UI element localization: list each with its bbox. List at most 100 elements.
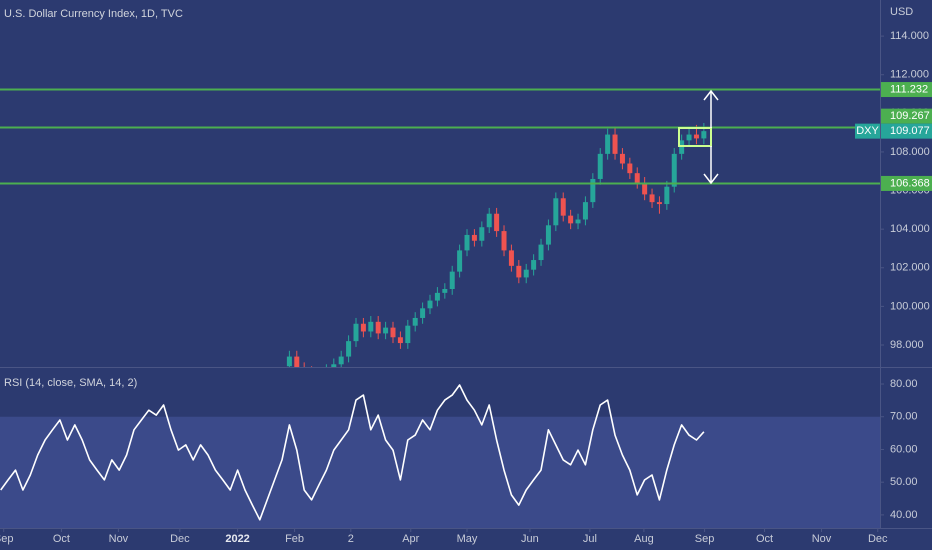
y-tick-label: 50.00 <box>890 476 918 488</box>
candle-body <box>368 321 374 332</box>
candle-body <box>346 341 352 357</box>
candle-body <box>560 198 566 216</box>
rsi-line <box>0 384 705 521</box>
candle-body <box>479 227 485 241</box>
candle-body <box>568 215 574 224</box>
y-tick-label: 60.00 <box>890 443 918 455</box>
candle-body <box>331 364 337 367</box>
x-tick-label: Sep <box>695 533 715 545</box>
level-label-box <box>881 82 932 98</box>
candle-body <box>671 153 677 187</box>
symbol-tag: DXY <box>856 125 879 137</box>
x-tick-label: Apr <box>402 533 419 545</box>
x-tick-label: May <box>457 533 478 545</box>
level-label: 106.368 <box>890 177 930 189</box>
candle-body <box>457 250 463 272</box>
x-tick-label: Oct <box>756 533 773 545</box>
candle-body <box>605 134 611 154</box>
y-tick-label: 102.000 <box>890 262 930 274</box>
candle-body <box>634 173 640 183</box>
price-pane <box>0 88 880 367</box>
x-tick-label: 2 <box>348 533 354 545</box>
axes: 98.000100.000102.000104.000106.000108.00… <box>0 30 932 545</box>
x-tick-label: Oct <box>53 533 70 545</box>
candle-body <box>405 325 411 344</box>
candle-body <box>412 317 418 326</box>
arrow-head <box>703 89 719 101</box>
candle-body <box>531 260 537 270</box>
x-tick-label: 2022 <box>225 533 249 545</box>
last-price-label: 109.077 <box>890 125 930 137</box>
candle-body <box>582 202 588 220</box>
candle-body <box>464 234 470 251</box>
candle-body <box>545 225 551 245</box>
currency-label: USD <box>890 6 913 18</box>
candle-body <box>390 327 396 338</box>
candle-body <box>286 356 292 367</box>
x-tick-label: Feb <box>285 533 304 545</box>
x-tick-label: Nov <box>812 533 832 545</box>
candle-body <box>338 356 344 365</box>
y-tick-label: 80.00 <box>890 378 918 390</box>
candle-body <box>508 250 514 266</box>
candle-body <box>434 292 440 301</box>
candle-body <box>360 323 366 332</box>
y-tick-label: 112.000 <box>890 69 929 81</box>
y-tick-label: 100.000 <box>890 300 930 312</box>
candle-body <box>442 289 448 293</box>
candle-body <box>597 153 603 179</box>
candle-body <box>575 219 581 224</box>
x-tick-label: Aug <box>634 533 654 545</box>
candle-body <box>383 327 389 334</box>
candle-body <box>494 213 500 232</box>
candle-body <box>397 337 403 344</box>
level-label: 111.232 <box>890 83 928 95</box>
candle-body <box>449 271 455 290</box>
candle-body <box>538 244 544 261</box>
candle-body <box>516 265 522 278</box>
candle-body <box>627 163 633 174</box>
last-price-label-box <box>881 123 932 139</box>
level-label-box <box>881 175 932 191</box>
level-label-box <box>881 108 932 124</box>
range-box <box>678 127 712 147</box>
candle-body <box>664 186 670 205</box>
y-tick-label: 70.00 <box>890 411 918 423</box>
x-tick-label: Nov <box>109 533 129 545</box>
candle-body <box>420 308 426 318</box>
candle-body <box>679 140 685 154</box>
y-tick-label: 114.000 <box>890 30 929 42</box>
candle-body <box>486 213 492 228</box>
candle-body <box>642 182 648 195</box>
y-tick-label: 104.000 <box>890 223 930 235</box>
candle-body <box>649 194 655 203</box>
arrow-head <box>703 173 719 185</box>
x-tick-label: Dec <box>868 533 888 545</box>
x-tick-label: Jul <box>583 533 597 545</box>
candle-body <box>294 356 300 367</box>
candle-body <box>686 134 692 141</box>
candle-body <box>523 269 529 278</box>
candle-body <box>427 300 433 309</box>
candle-body <box>693 134 699 139</box>
y-tick-label: 98.000 <box>890 339 924 351</box>
candle-body <box>656 202 662 205</box>
candle-body <box>612 134 618 154</box>
y-tick-label: 40.00 <box>890 509 918 521</box>
indicator-title: RSI (14, close, SMA, 14, 2) <box>4 377 137 389</box>
x-tick-label: Dec <box>170 533 190 545</box>
candle-body <box>701 131 707 139</box>
candle-body <box>375 321 381 334</box>
rsi-pane <box>0 384 880 528</box>
x-tick-label: Sep <box>0 533 13 545</box>
annotation <box>678 89 719 185</box>
symbol-tag-box <box>855 123 880 139</box>
candle-body <box>619 153 625 164</box>
rsi-band <box>0 416 880 528</box>
candle-body <box>353 323 359 342</box>
candle-body <box>590 178 596 203</box>
candle-body <box>553 198 559 226</box>
x-tick-label: Jun <box>521 533 539 545</box>
level-label: 109.267 <box>890 110 930 122</box>
